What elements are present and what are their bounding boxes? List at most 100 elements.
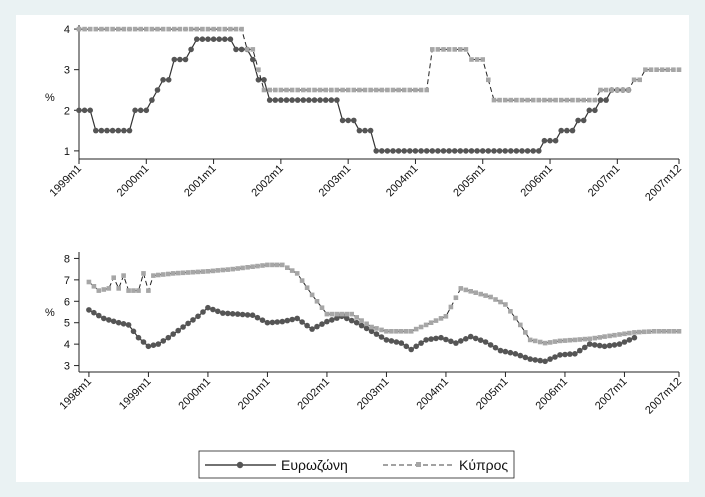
eurozone-policy-rate-point <box>160 77 166 83</box>
cyprus-lending-rate-point <box>364 321 369 327</box>
eurozone-policy-rate-point <box>311 97 318 103</box>
eurozone-lending-rate-point <box>606 342 613 349</box>
cyprus-policy-rate-point <box>508 97 514 103</box>
eurozone-lending-rate-point <box>165 334 172 341</box>
eurozone-lending-rate-point <box>304 322 310 329</box>
cyprus-policy-rate-point <box>620 87 626 93</box>
eurozone-policy-rate-point <box>317 97 323 103</box>
eurozone-policy-rate-point <box>205 36 211 42</box>
cyprus-lending-rate-point <box>190 269 196 275</box>
cyprus-policy-rate-point <box>317 87 323 93</box>
eurozone-policy-rate-point <box>401 148 408 154</box>
cyprus-lending-rate-point <box>651 329 657 334</box>
y-tick-label: 6 <box>64 296 70 308</box>
eurozone-lending-rate-point <box>418 340 424 346</box>
eurozone-policy-rate-point <box>328 97 335 103</box>
cyprus-policy-rate-point <box>519 97 525 103</box>
eurozone-lending-rate-point <box>234 311 241 317</box>
eurozone-lending-rate-point <box>458 338 464 344</box>
cyprus-lending-rate-point <box>180 270 186 276</box>
cyprus-policy-rate-point <box>525 97 530 103</box>
eurozone-policy-rate-point <box>440 148 447 154</box>
cyprus-policy-rate-point <box>435 47 441 52</box>
eurozone-lending-rate-point <box>106 317 112 323</box>
eurozone-lending-rate-point <box>532 357 538 363</box>
eurozone-lending-rate-point <box>547 356 553 362</box>
legend: Ευρωζώνη Κύπρος <box>198 450 515 479</box>
eurozone-policy-rate-point <box>384 148 391 154</box>
eurozone-policy-rate-point <box>485 148 492 154</box>
cyprus-policy-rate-point <box>93 26 99 32</box>
cyprus-lending-rate-point <box>329 311 335 317</box>
cyprus-policy-rate-point <box>138 26 143 32</box>
cyprus-policy-rate-point <box>676 67 682 72</box>
eurozone-lending-rate-point <box>220 310 226 316</box>
eurozone-policy-rate-point <box>390 148 396 154</box>
cyprus-policy-rate-point <box>575 97 581 103</box>
cyprus-policy-rate-point <box>626 87 631 93</box>
cyprus-lending-rate-point <box>170 271 176 276</box>
cyprus-lending-rate-point <box>175 270 181 276</box>
cyprus-policy-rate-point <box>553 97 558 103</box>
eurozone-lending-rate-point <box>215 308 221 315</box>
cyprus-lending-rate-point <box>572 337 578 343</box>
eurozone-lending-rate-point <box>448 338 454 345</box>
cyprus-policy-rate-point <box>368 87 373 93</box>
eurozone-lending-rate-point <box>413 343 420 350</box>
eurozone-policy-rate-point <box>126 127 133 134</box>
cyprus-policy-rate-point <box>216 26 222 32</box>
eurozone-policy-rate-point <box>76 107 82 114</box>
eurozone-policy-rate-point <box>250 56 256 63</box>
eurozone-policy-rate-point <box>429 148 436 154</box>
cyprus-lending-rate-point <box>394 329 399 334</box>
cyprus-policy-rate-point <box>306 87 312 93</box>
cyprus-lending-rate-point <box>617 332 622 337</box>
cyprus-lending-rate-point <box>627 330 632 336</box>
eurozone-policy-rate-point <box>289 97 295 103</box>
eurozone-lending-rate-point <box>145 343 152 350</box>
cyprus-policy-rate-point <box>598 87 603 93</box>
eurozone-policy-rate-point <box>137 107 144 114</box>
cyprus-lending-rate-point <box>195 269 201 275</box>
eurozone-lending-rate-point <box>348 317 355 324</box>
cyprus-lending-rate-point <box>666 329 672 334</box>
eurozone-lending-rate-point <box>601 343 608 350</box>
eurozone-policy-rate-point <box>216 36 222 42</box>
eurozone-policy-rate-point <box>98 127 105 134</box>
eurozone-lending-rate-point <box>482 339 489 345</box>
y-tick-label: 8 <box>64 253 70 265</box>
eurozone-lending-rate-point <box>150 342 157 349</box>
eurozone-lending-rate-point <box>453 340 459 346</box>
cyprus-policy-rate-point <box>289 87 295 93</box>
eurozone-policy-rate-point <box>233 46 239 53</box>
cyprus-policy-rate-point <box>390 87 396 93</box>
eurozone-lending-rate-point <box>428 336 434 342</box>
cyprus-lending-rate-point <box>577 337 583 342</box>
cyprus-policy-rate-point <box>385 87 390 93</box>
eurozone-policy-rate-point <box>597 97 604 103</box>
eurozone-policy-rate-point <box>266 97 273 103</box>
cyprus-policy-rate-point <box>463 47 469 52</box>
eurozone-policy-rate-point <box>362 127 368 134</box>
eurozone-lending-rate-point <box>324 318 330 325</box>
cyprus-lending-rate-point <box>225 267 231 272</box>
eurozone-policy-rate-point <box>188 46 194 53</box>
cyprus-policy-rate-point <box>536 97 542 103</box>
cyprus-lending-rate-point <box>523 330 528 335</box>
eurozone-lending-rate-point <box>408 346 415 353</box>
eurozone-policy-rate-point <box>356 127 363 134</box>
cyprus-lending-rate-point <box>255 263 260 269</box>
cyprus-policy-rate-point <box>637 77 642 83</box>
cyprus-policy-rate-point <box>446 47 452 52</box>
eurozone-lending-rate-point <box>274 319 281 325</box>
eurozone-policy-rate-point <box>261 77 267 83</box>
cyprus-lending-rate-point <box>503 302 508 307</box>
eurozone-lending-rate-point <box>497 347 504 354</box>
cyprus-lending-rate-point <box>404 329 409 334</box>
legend-label-cyprus: Κύπρος <box>459 457 508 473</box>
cyprus-lending-rate-point <box>637 329 642 335</box>
cyprus-policy-rate-point <box>110 26 115 32</box>
cyprus-policy-rate-point <box>256 67 261 72</box>
eurozone-lending-rate-point <box>477 337 484 344</box>
cyprus-lending-rate-point <box>280 262 285 268</box>
